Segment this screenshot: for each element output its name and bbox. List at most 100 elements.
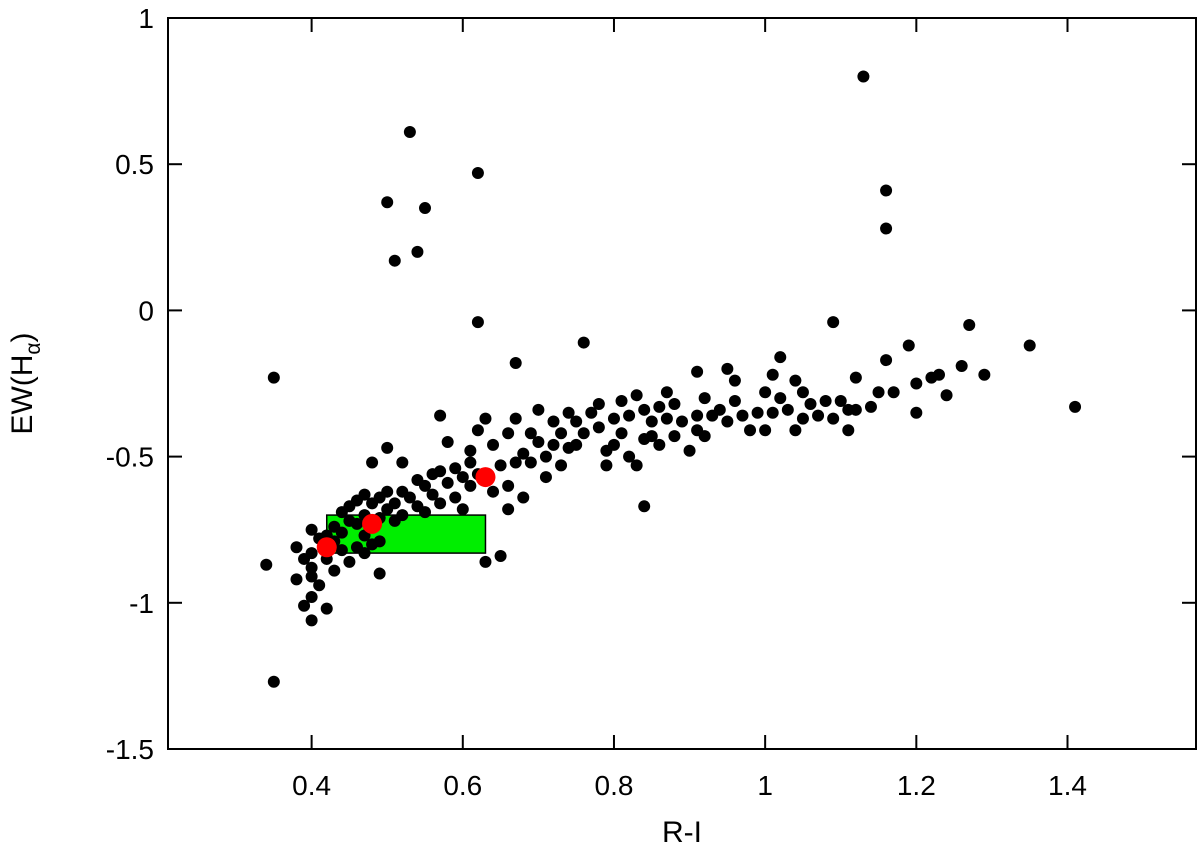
- data-point: [796, 386, 809, 399]
- y-tick-label: -1.5: [106, 734, 154, 765]
- data-point: [381, 196, 394, 209]
- data-point: [615, 395, 628, 408]
- y-axis-title-suffix: ): [6, 332, 39, 342]
- data-point: [766, 368, 779, 381]
- y-axis-title-subscript: α: [22, 342, 45, 354]
- data-point: [577, 427, 590, 440]
- ticks-layer: 0.4 0.6 0.8 1 1.2 1.4 -1.5 -1 -0.5 0 0.5 1: [106, 3, 1196, 801]
- data-point: [426, 488, 439, 501]
- data-point: [834, 395, 847, 408]
- data-point: [479, 412, 492, 425]
- data-point: [305, 614, 318, 627]
- highlight-points-layer: [316, 467, 496, 558]
- y-tick-label: 0.5: [115, 149, 154, 180]
- data-point: [539, 450, 552, 463]
- highlight-point: [316, 537, 337, 558]
- data-point: [547, 438, 560, 451]
- data-point: [683, 444, 696, 457]
- data-point: [471, 424, 484, 437]
- highlight-point: [475, 467, 496, 488]
- data-point: [479, 555, 492, 568]
- data-point: [267, 371, 280, 384]
- data-point: [456, 503, 469, 516]
- data-point: [623, 450, 636, 463]
- data-point: [940, 389, 953, 402]
- data-point: [267, 675, 280, 688]
- data-point: [645, 430, 658, 443]
- data-point: [849, 371, 862, 384]
- data-point: [713, 403, 726, 416]
- highlight-point: [362, 513, 383, 534]
- data-point: [910, 377, 923, 390]
- data-point: [660, 412, 673, 425]
- data-point: [524, 427, 537, 440]
- x-tick-label: 1: [757, 770, 773, 801]
- data-point: [502, 503, 515, 516]
- data-point: [638, 500, 651, 513]
- data-point: [441, 476, 454, 489]
- data-point: [592, 421, 605, 434]
- data-point: [955, 359, 968, 372]
- data-point: [615, 427, 628, 440]
- data-point: [585, 406, 598, 419]
- data-point: [471, 316, 484, 329]
- data-point: [298, 599, 311, 612]
- y-tick-label: 1: [138, 3, 154, 34]
- data-point: [623, 409, 636, 422]
- data-point: [411, 245, 424, 258]
- x-tick-label: 0.8: [595, 770, 634, 801]
- data-point: [653, 438, 666, 451]
- data-point: [539, 471, 552, 484]
- data-point: [358, 488, 371, 501]
- data-point: [509, 412, 522, 425]
- data-point: [698, 392, 711, 405]
- data-point: [766, 406, 779, 419]
- x-tick-label: 0.6: [443, 770, 482, 801]
- data-point: [577, 336, 590, 349]
- data-point: [804, 397, 817, 410]
- data-point: [880, 354, 893, 367]
- data-point: [388, 254, 401, 267]
- data-point: [1023, 339, 1036, 352]
- data-point: [645, 415, 658, 428]
- data-point: [441, 435, 454, 448]
- data-point: [335, 526, 348, 539]
- data-point: [570, 438, 583, 451]
- data-point: [728, 374, 741, 387]
- data-point: [373, 567, 386, 580]
- data-point: [517, 491, 530, 504]
- data-point: [728, 395, 741, 408]
- data-point: [434, 465, 447, 478]
- data-point: [419, 202, 431, 215]
- data-point: [487, 438, 500, 451]
- data-point: [335, 544, 348, 557]
- data-point: [653, 400, 666, 413]
- data-point: [434, 409, 447, 422]
- data-point: [676, 415, 688, 428]
- y-tick-label: -1: [129, 588, 154, 619]
- data-point: [464, 456, 477, 469]
- data-point: [789, 424, 802, 437]
- data-point: [403, 491, 416, 504]
- data-point: [638, 403, 651, 416]
- data-point: [691, 409, 704, 422]
- data-point: [721, 362, 734, 375]
- data-point: [555, 427, 568, 440]
- data-point: [744, 424, 757, 437]
- data-point: [524, 456, 537, 469]
- data-point: [827, 412, 840, 425]
- data-point: [494, 459, 507, 472]
- data-point: [366, 456, 379, 469]
- data-point: [819, 395, 832, 408]
- data-point: [668, 430, 681, 443]
- data-point: [812, 409, 825, 422]
- data-point: [494, 550, 507, 563]
- data-point: [532, 403, 545, 416]
- y-tick-label: 0: [138, 295, 154, 326]
- data-point: [902, 339, 915, 352]
- data-point: [864, 400, 877, 413]
- data-point: [260, 558, 273, 571]
- data-point: [305, 547, 318, 560]
- data-point: [449, 462, 462, 475]
